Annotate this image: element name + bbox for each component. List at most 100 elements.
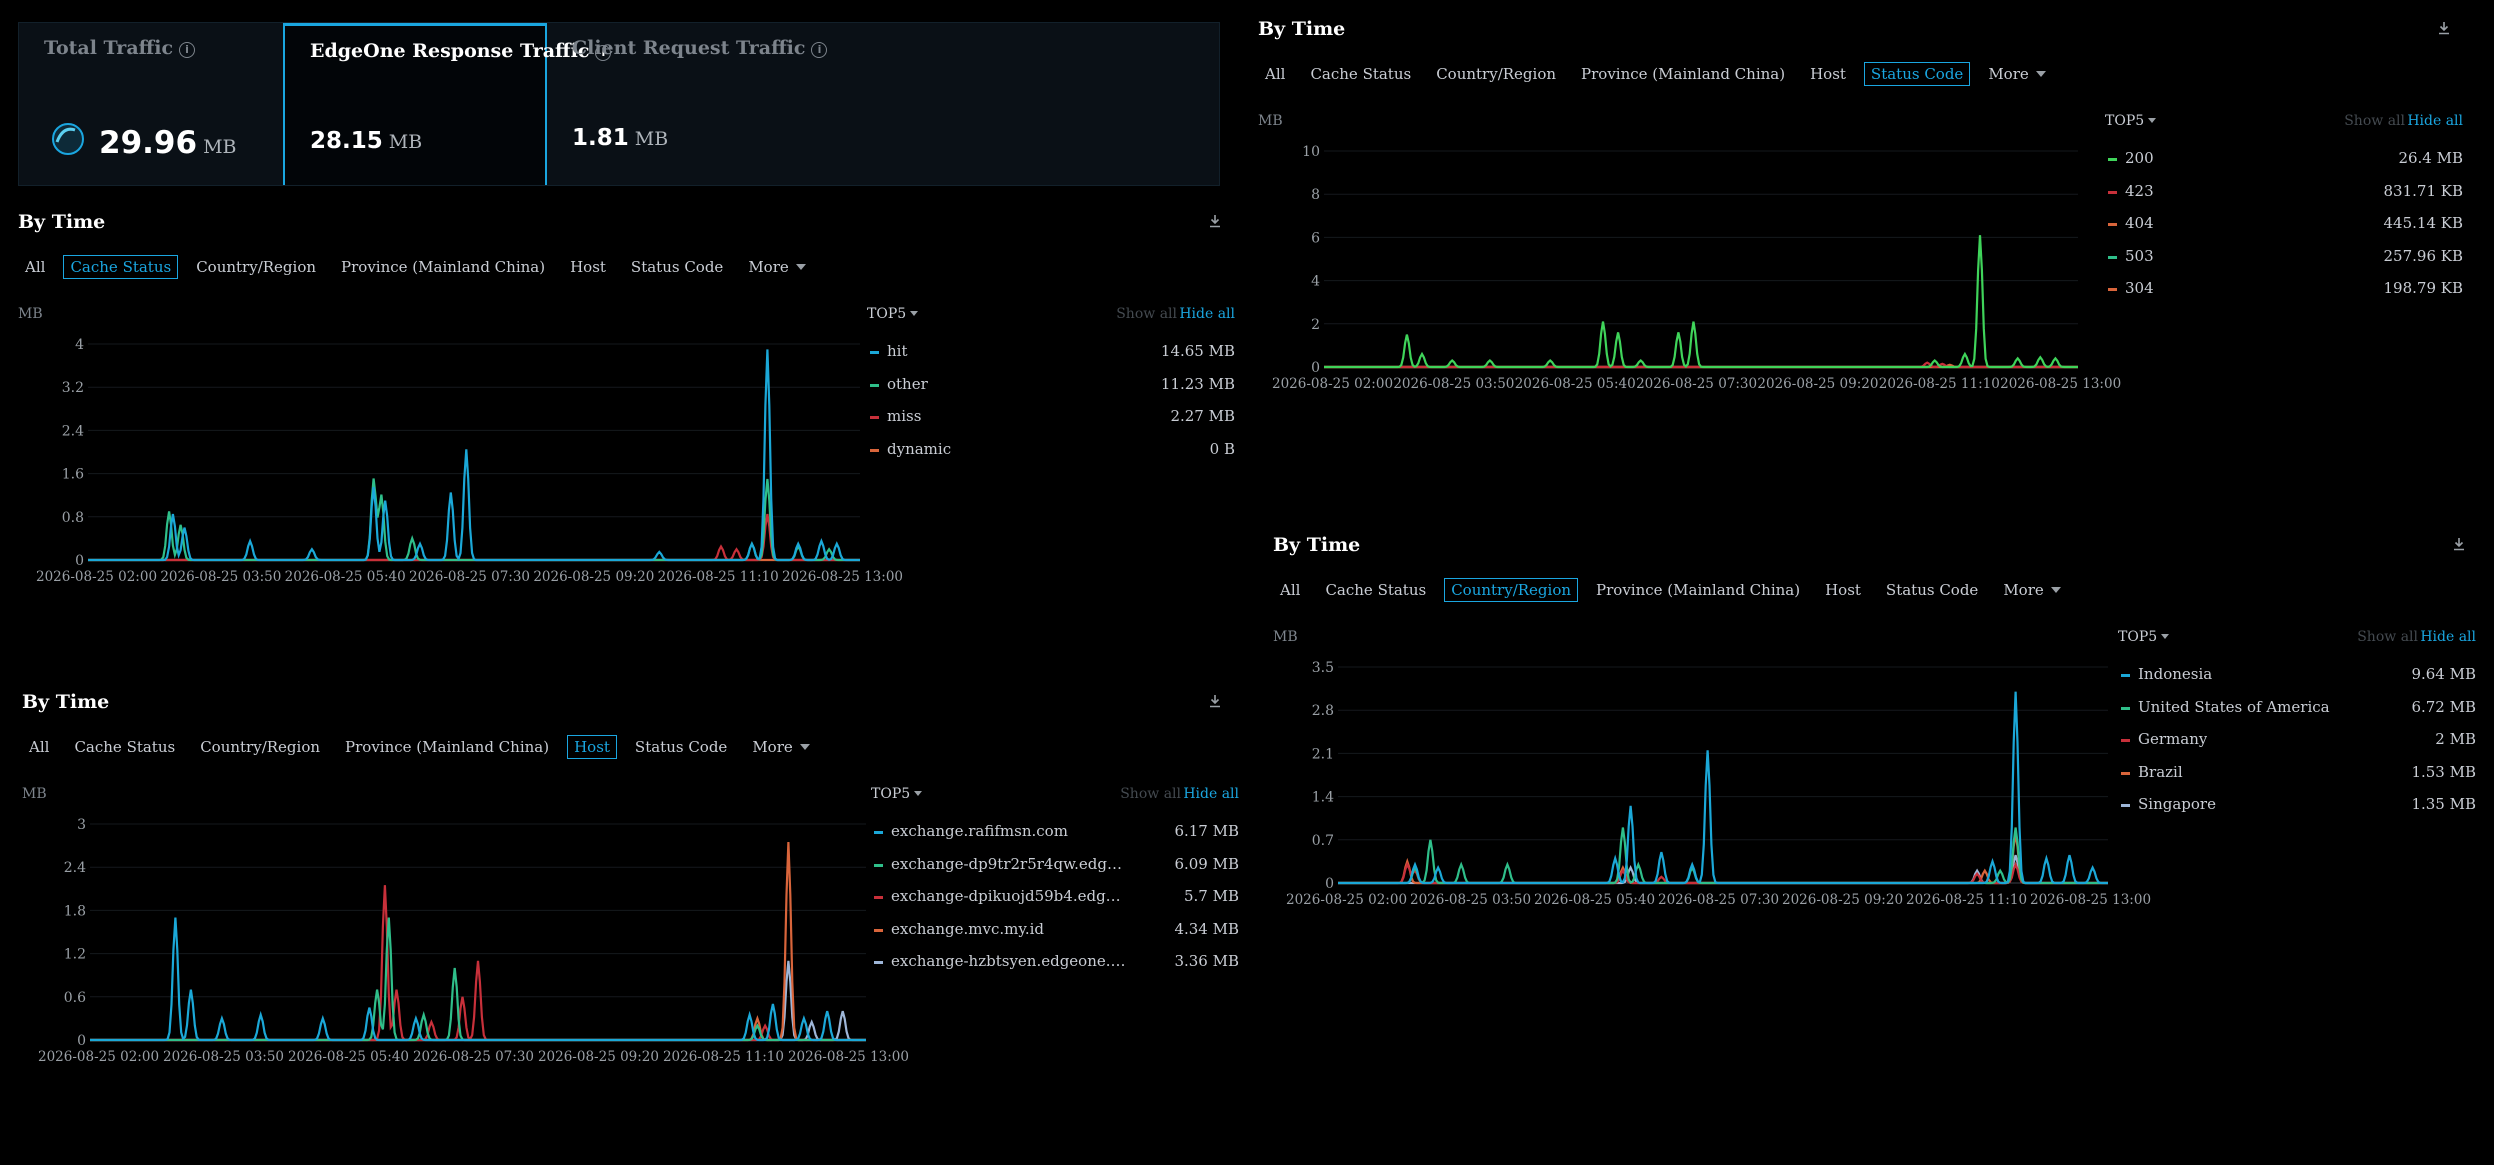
tab-province-mainland-china[interactable]: Province (Mainland China) — [334, 255, 552, 279]
tab-country-region[interactable]: Country/Region — [1444, 578, 1579, 602]
show-all-button[interactable]: Show all — [1116, 306, 1177, 322]
series-line[interactable] — [90, 917, 866, 1042]
legend-item-value: 198.79 KB — [2383, 279, 2463, 297]
tab-province-mainland-china[interactable]: Province (Mainland China) — [1589, 578, 1807, 602]
tab-more[interactable]: More — [1981, 62, 2052, 86]
legend-item[interactable]: exchange-dp9tr2r5r4qw.edgeone.… 6.09 MB — [871, 852, 1239, 885]
card-value: 28.15 MB — [310, 128, 423, 154]
series-line[interactable] — [1338, 827, 2108, 885]
top-n-selector[interactable]: TOP5 — [867, 306, 919, 322]
hide-all-button[interactable]: Hide all — [1183, 786, 1239, 802]
info-icon[interactable]: i — [595, 45, 612, 61]
x-tick-label: 2026-08-25 13:00 — [2030, 892, 2151, 908]
tab-more[interactable]: More — [745, 735, 816, 759]
legend-item[interactable]: exchange.rafifmsn.com 6.17 MB — [871, 819, 1239, 852]
legend-item[interactable]: 423 831.71 KB — [2105, 179, 2463, 212]
tab-country-region[interactable]: Country/Region — [193, 735, 327, 759]
legend-item[interactable]: other 11.23 MB — [867, 372, 1235, 405]
legend-item[interactable]: Germany 2 MB — [2118, 727, 2476, 760]
legend-item[interactable]: 404 445.14 KB — [2105, 211, 2463, 244]
tab-host[interactable]: Host — [1818, 578, 1868, 602]
legend-item[interactable]: 304 198.79 KB — [2105, 276, 2463, 309]
legend-item-value: 26.4 MB — [2398, 149, 2463, 167]
hide-all-button[interactable]: Hide all — [2420, 629, 2476, 645]
dimension-tabs: All Cache Status Country/Region Province (M… — [18, 255, 824, 279]
top-n-selector[interactable]: TOP5 — [2105, 113, 2157, 129]
legend-swatch — [870, 448, 879, 452]
tab-all[interactable]: All — [22, 735, 56, 759]
download-icon[interactable] — [1207, 213, 1223, 229]
tab-province-mainland-china[interactable]: Province (Mainland China) — [1574, 62, 1792, 86]
tab-host[interactable]: Host — [563, 255, 613, 279]
legend-item[interactable]: dynamic 0 B — [867, 437, 1235, 470]
panel-cache-status: By Time All Cache Status Country/Region Prov… — [18, 211, 1235, 651]
tab-label: All — [29, 738, 50, 756]
download-icon[interactable] — [1207, 693, 1223, 709]
series-line[interactable] — [90, 841, 866, 1042]
series-line[interactable] — [88, 349, 860, 562]
series-line[interactable] — [90, 917, 866, 1042]
y-tick-label: 0 — [1325, 876, 1334, 892]
top-n-selector[interactable]: TOP5 — [2118, 629, 2170, 645]
tab-cache-status[interactable]: Cache Status — [1303, 62, 1418, 86]
hide-all-button[interactable]: Hide all — [1179, 306, 1235, 322]
tab-more[interactable]: More — [741, 255, 812, 279]
hide-all-button[interactable]: Hide all — [2407, 113, 2463, 129]
tab-status-code[interactable]: Status Code — [1879, 578, 1985, 602]
x-tick-label: 2026-08-25 07:30 — [413, 1049, 534, 1065]
legend-item-value: 5.7 MB — [1183, 887, 1239, 905]
tab-all[interactable]: All — [1258, 62, 1292, 86]
tab-status-code[interactable]: Status Code — [1863, 62, 1971, 86]
legend-spacer — [2105, 133, 2463, 146]
download-icon[interactable] — [2436, 20, 2452, 36]
legend-item-value: 3.36 MB — [1174, 952, 1239, 970]
card-total-traffic[interactable]: Total Traffic i 29.96 MB — [19, 23, 283, 185]
card-client-request-traffic[interactable]: Client Request Traffic i 1.81 MB — [547, 23, 1219, 185]
tab-all[interactable]: All — [1273, 578, 1307, 602]
chevron-down-icon — [910, 311, 919, 316]
legend-item[interactable]: 503 257.96 KB — [2105, 244, 2463, 277]
show-all-button[interactable]: Show all — [2357, 629, 2418, 645]
legend-item[interactable]: exchange.mvc.my.id 4.34 MB — [871, 917, 1239, 950]
series-line[interactable] — [1338, 861, 2108, 885]
info-icon[interactable]: i — [179, 42, 196, 58]
x-tick-label: 2026-08-25 05:40 — [288, 1049, 409, 1065]
card-edgeone-response-traffic[interactable]: EdgeOne Response Traffic i 28.15 MB — [283, 23, 612, 185]
show-all-button[interactable]: Show all — [2344, 113, 2405, 129]
tab-host[interactable]: Host — [567, 735, 617, 759]
legend-item[interactable]: Indonesia 9.64 MB — [2118, 662, 2476, 695]
y-tick-label: 2.8 — [1312, 703, 1334, 719]
tab-province-mainland-china[interactable]: Province (Mainland China) — [338, 735, 556, 759]
series-line[interactable] — [88, 478, 860, 562]
legend-item[interactable]: Singapore 1.35 MB — [2118, 792, 2476, 825]
legend-item[interactable]: miss 2.27 MB — [867, 404, 1235, 437]
panel-title: By Time — [18, 211, 106, 233]
series-line[interactable] — [1324, 235, 2078, 369]
series-line[interactable] — [1338, 691, 2108, 885]
y-tick-label: 1.8 — [64, 903, 86, 919]
tab-cache-status[interactable]: Cache Status — [63, 255, 179, 279]
legend-item[interactable]: hit 14.65 MB — [867, 339, 1235, 372]
legend-item[interactable]: United States of America 6.72 MB — [2118, 695, 2476, 728]
tab-country-region[interactable]: Country/Region — [189, 255, 323, 279]
legend-item[interactable]: 200 26.4 MB — [2105, 146, 2463, 179]
download-icon[interactable] — [2451, 536, 2467, 552]
top-n-selector[interactable]: TOP5 — [871, 786, 923, 802]
tab-cache-status[interactable]: Cache Status — [1318, 578, 1433, 602]
info-icon[interactable]: i — [811, 42, 828, 58]
tab-status-code[interactable]: Status Code — [628, 735, 734, 759]
tab-all[interactable]: All — [18, 255, 52, 279]
show-all-button[interactable]: Show all — [1120, 786, 1181, 802]
tab-label: More — [1988, 65, 2029, 83]
series-line[interactable] — [88, 513, 860, 562]
legend-item[interactable]: exchange-hzbtsyen.edgeone.dev 3.36 MB — [871, 949, 1239, 982]
tab-more[interactable]: More — [1996, 578, 2067, 602]
legend-item[interactable]: Brazil 1.53 MB — [2118, 760, 2476, 793]
legend-item[interactable]: exchange-dpikuojd59b4.edgeone.… 5.7 MB — [871, 884, 1239, 917]
tab-status-code[interactable]: Status Code — [624, 255, 730, 279]
legend-item-name: exchange-dp9tr2r5r4qw.edgeone.… — [891, 854, 1129, 873]
tab-cache-status[interactable]: Cache Status — [67, 735, 182, 759]
tab-country-region[interactable]: Country/Region — [1429, 62, 1563, 86]
panel-country-region: By Time All Cache Status Country/Region Prov… — [1273, 534, 2476, 974]
tab-host[interactable]: Host — [1803, 62, 1853, 86]
